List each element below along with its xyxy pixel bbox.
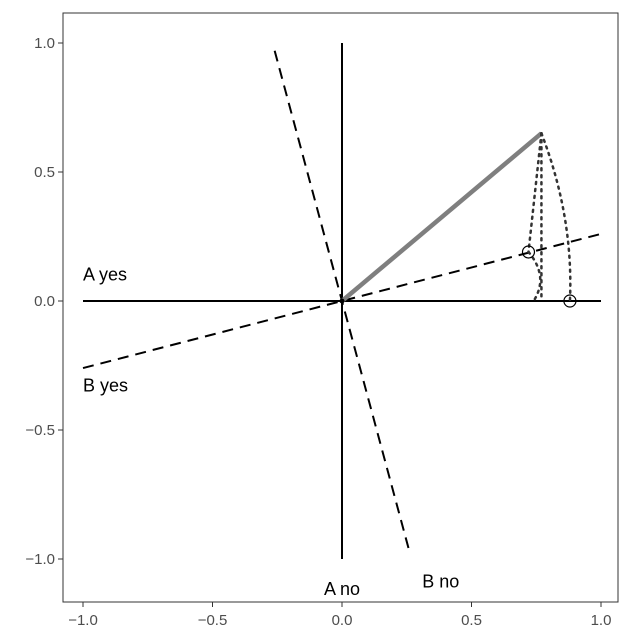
vector-line — [340, 131, 543, 303]
projection-line-4 — [527, 250, 542, 303]
y-tick-label: 1.0 — [34, 35, 55, 52]
x-tick-label: 0.0 — [332, 612, 353, 629]
projection-point-1 — [521, 245, 536, 259]
mark-group — [339, 245, 577, 308]
panel-border — [62, 12, 619, 603]
annotation-b-yes: B yes — [83, 375, 128, 395]
tick-group: −1.0 −0.5 0.0 0.5 1.0 −1.0 −0.5 0.0 0.5 1.0 — [25, 35, 611, 629]
annotation-b-no: B no — [422, 571, 459, 591]
projection-line-3 — [540, 132, 572, 303]
annotation-group: A yes B yes A no B no — [83, 264, 459, 599]
x-tick-label: −1.0 — [68, 612, 98, 629]
x-tick-label: −0.5 — [198, 612, 228, 629]
y-tick-label: −0.5 — [25, 422, 55, 439]
annotation-a-yes: A yes — [83, 264, 127, 284]
origin-point — [339, 298, 345, 304]
annotation-a-no: A no — [324, 579, 360, 599]
y-tick-label: 0.0 — [34, 293, 55, 310]
projection-line-2 — [527, 132, 543, 254]
x-tick-label: 1.0 — [591, 612, 612, 629]
y-tick-label: −1.0 — [25, 551, 55, 568]
y-tick-label: 0.5 — [34, 164, 55, 181]
x-tick-label: 0.5 — [461, 612, 482, 629]
projection-point-2 — [563, 294, 577, 308]
